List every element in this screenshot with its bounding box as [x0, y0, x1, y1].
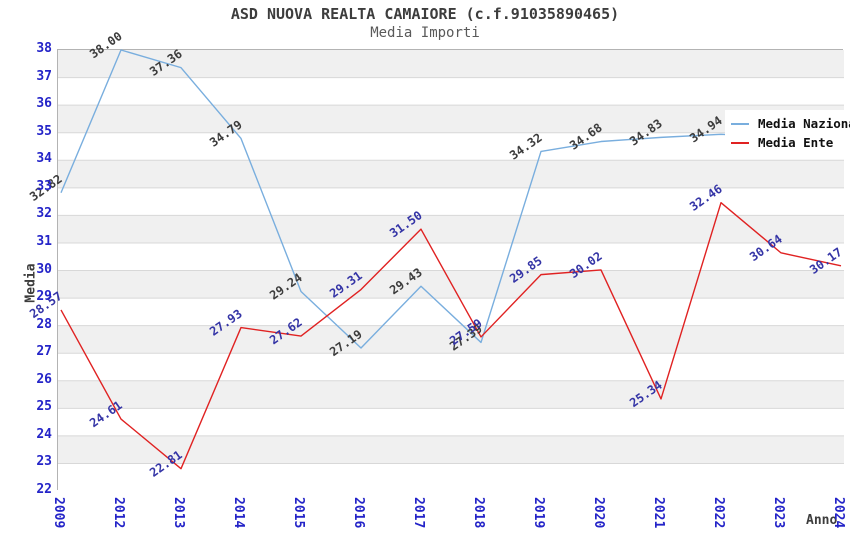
- y-tick-label: 26: [36, 371, 52, 387]
- legend-label: Media Nazionale: [758, 116, 850, 131]
- series-line-media-ente: [60, 201, 842, 470]
- series-line-media-nazionale: [60, 49, 842, 349]
- plot-band: [58, 463, 844, 491]
- plot-band: [58, 187, 844, 216]
- y-tick-label: 36: [36, 96, 52, 112]
- x-tick-label: 2016: [351, 497, 366, 529]
- plot-band: [58, 105, 844, 133]
- plot-band: [58, 215, 844, 243]
- y-tick-label: 32: [36, 206, 52, 222]
- y-tick-label: 24: [36, 426, 52, 442]
- plot-band: [58, 132, 844, 161]
- x-tick-label: 2012: [111, 497, 126, 529]
- y-tick-label: 37: [36, 68, 52, 84]
- plot-band: [58, 77, 844, 106]
- legend-line-swatch-red: [731, 141, 749, 144]
- y-tick-label: 30: [36, 261, 52, 277]
- y-tick-label: 35: [36, 123, 52, 139]
- y-tick-label: 28: [36, 316, 52, 332]
- plot-band: [58, 50, 844, 78]
- plot-band: [58, 408, 844, 436]
- chart-subtitle: Media Importi: [370, 25, 480, 41]
- legend: Media Nazionale Media Ente: [725, 110, 850, 156]
- chart-canvas: 32.8238.0037.3634.7929.2427.1929.4327.39…: [27, 29, 845, 491]
- x-axis-title: Anno: [806, 513, 838, 528]
- x-tick-label: 2024: [831, 497, 846, 529]
- y-tick-label: 27: [36, 344, 52, 360]
- x-tick-label: 2020: [591, 497, 606, 529]
- y-tick-label: 23: [36, 454, 52, 470]
- y-tick-label: 25: [36, 399, 52, 415]
- legend-line-swatch-blue: [731, 122, 749, 125]
- plot-band: [58, 353, 844, 381]
- plot-band: [58, 242, 844, 271]
- y-tick-label: 31: [36, 233, 52, 249]
- x-tick-label: 2023: [771, 497, 786, 529]
- y-tick-label: 38: [36, 41, 52, 56]
- x-tick-label: 2022: [711, 497, 726, 529]
- legend-item-media-nazionale: Media Nazionale: [731, 114, 850, 133]
- legend-item-media-ente: Media Ente: [731, 133, 850, 152]
- y-tick-label: 29: [36, 289, 52, 305]
- x-tick-label: 2014: [231, 497, 246, 529]
- chart-title: ASD NUOVA REALTA CAMAIORE (c.f.910358904…: [230, 5, 620, 23]
- plot-band: [58, 298, 844, 326]
- plot-band: [58, 325, 844, 354]
- y-tick-label: 33: [36, 178, 52, 194]
- plot-band: [58, 160, 844, 188]
- y-tick-label: 34: [36, 151, 52, 167]
- x-tick-label: 2015: [291, 497, 306, 529]
- plot-band: [58, 380, 844, 409]
- x-tick-label: 2013: [171, 497, 186, 529]
- y-tick-label: 22: [36, 482, 52, 497]
- x-tick-label: 2017: [411, 497, 426, 529]
- plot-area: 32.82 38.00 37.36 34.79 29.24 27.19 29.43 27.39…: [27, 29, 850, 491]
- x-tick-label: 2019: [531, 497, 546, 529]
- x-tick-label: 2018: [471, 497, 486, 529]
- x-tick-label: 2021: [651, 497, 666, 529]
- legend-label: Media Ente: [758, 135, 834, 150]
- x-tick-label: 2009: [51, 497, 66, 529]
